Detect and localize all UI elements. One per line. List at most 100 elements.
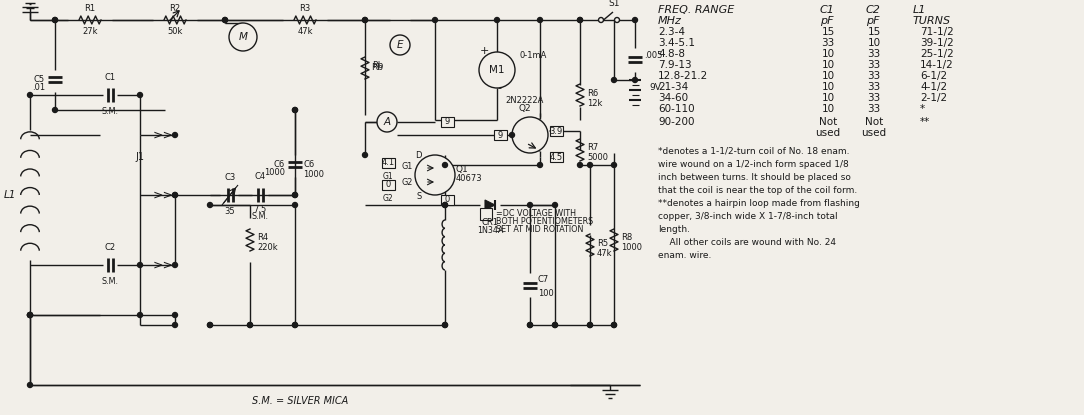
Text: Rb: Rb [371,63,383,73]
Circle shape [528,322,532,327]
Text: L1: L1 [913,5,927,15]
Text: 3.4-5.1: 3.4-5.1 [658,38,695,48]
Circle shape [442,203,448,208]
Text: 33: 33 [867,104,880,114]
Text: S: S [416,193,422,202]
Circle shape [293,107,297,112]
Text: 33: 33 [867,71,880,81]
Text: 35: 35 [224,207,235,216]
Text: 3.9: 3.9 [550,127,563,136]
Text: C2: C2 [104,243,116,252]
Text: G1: G1 [402,163,413,171]
Circle shape [415,155,455,195]
Circle shape [433,17,438,22]
Circle shape [588,163,593,168]
Circle shape [479,52,515,88]
Text: pF: pF [820,16,834,26]
Circle shape [27,312,33,317]
Text: R7: R7 [588,144,598,152]
Circle shape [494,17,500,22]
Text: .01: .01 [31,83,46,93]
Circle shape [222,17,228,22]
Text: 0: 0 [386,181,390,190]
Text: R4: R4 [257,234,268,242]
Circle shape [138,312,142,317]
Circle shape [442,322,448,327]
Text: wire wound on a 1/2-inch form spaced 1/8: wire wound on a 1/2-inch form spaced 1/8 [658,160,849,169]
Text: S.M.: S.M. [102,107,118,116]
Circle shape [293,322,297,327]
Text: =DC VOLTAGE WITH: =DC VOLTAGE WITH [496,210,576,219]
Circle shape [247,322,253,327]
Circle shape [362,17,367,22]
Circle shape [172,263,178,268]
Polygon shape [485,200,495,210]
Circle shape [528,203,532,208]
Text: 12.8-21.2: 12.8-21.2 [658,71,708,81]
Text: .005: .005 [644,51,662,59]
Bar [480,208,492,220]
Text: BOTH POTENTIOMETERS: BOTH POTENTIOMETERS [496,217,593,227]
Circle shape [362,152,367,158]
Circle shape [528,322,532,327]
Text: M1: M1 [489,65,505,75]
Text: 1000: 1000 [621,244,642,252]
Text: SET AT MID ROTATION: SET AT MID ROTATION [496,225,583,234]
Circle shape [611,163,617,168]
Text: Q1: Q1 [456,166,468,174]
Text: 4-1/2: 4-1/2 [920,82,947,92]
Text: C4: C4 [255,172,266,181]
Text: 50k: 50k [167,27,183,36]
Text: pF: pF [866,16,879,26]
Text: 39-1/2: 39-1/2 [920,38,954,48]
Text: inch between turns. It should be placed so: inch between turns. It should be placed … [658,173,851,182]
Text: R2: R2 [169,4,181,13]
Text: that the coil is near the top of the coil form.: that the coil is near the top of the coi… [658,186,857,195]
Circle shape [598,17,604,22]
Circle shape [138,263,142,268]
Circle shape [611,322,617,327]
Circle shape [52,17,57,22]
Text: **denotes a hairpin loop made from flashing: **denotes a hairpin loop made from flash… [658,199,860,208]
Circle shape [442,203,448,208]
Text: 60-110: 60-110 [658,104,695,114]
Bar [440,195,453,205]
Text: C1: C1 [104,73,116,82]
Circle shape [578,163,582,168]
Circle shape [588,322,593,327]
Text: Q2: Q2 [518,104,531,113]
Text: used: used [815,128,840,138]
Text: +: + [479,46,489,56]
Circle shape [578,17,582,22]
Text: 15: 15 [867,27,880,37]
Text: 33: 33 [867,60,880,70]
Text: 10: 10 [822,71,835,81]
Text: E: E [397,40,403,50]
Text: G2: G2 [402,178,413,188]
Circle shape [553,203,557,208]
Bar [440,117,453,127]
Text: 10: 10 [822,93,835,103]
Text: 21-34: 21-34 [658,82,688,92]
Text: 25-1/2: 25-1/2 [920,49,954,59]
Text: *: * [920,104,925,114]
Text: C1: C1 [820,5,835,15]
Text: 9: 9 [444,117,450,127]
Text: J1: J1 [136,152,144,162]
Text: 33: 33 [867,49,880,59]
Text: 33: 33 [867,93,880,103]
Text: R1: R1 [85,4,95,13]
Circle shape [172,193,178,198]
Text: R3: R3 [299,4,311,13]
Text: 2N2222A: 2N2222A [506,96,544,105]
Text: 6-1/2: 6-1/2 [920,71,947,81]
Text: 47k: 47k [297,27,313,36]
Text: used: used [862,128,887,138]
Text: TURNS: TURNS [913,16,951,26]
Circle shape [229,23,257,51]
Text: 220k: 220k [257,244,278,252]
Text: 2-1/2: 2-1/2 [920,93,947,103]
Bar [550,126,563,136]
Text: 4.1: 4.1 [382,159,395,168]
Circle shape [27,312,33,317]
